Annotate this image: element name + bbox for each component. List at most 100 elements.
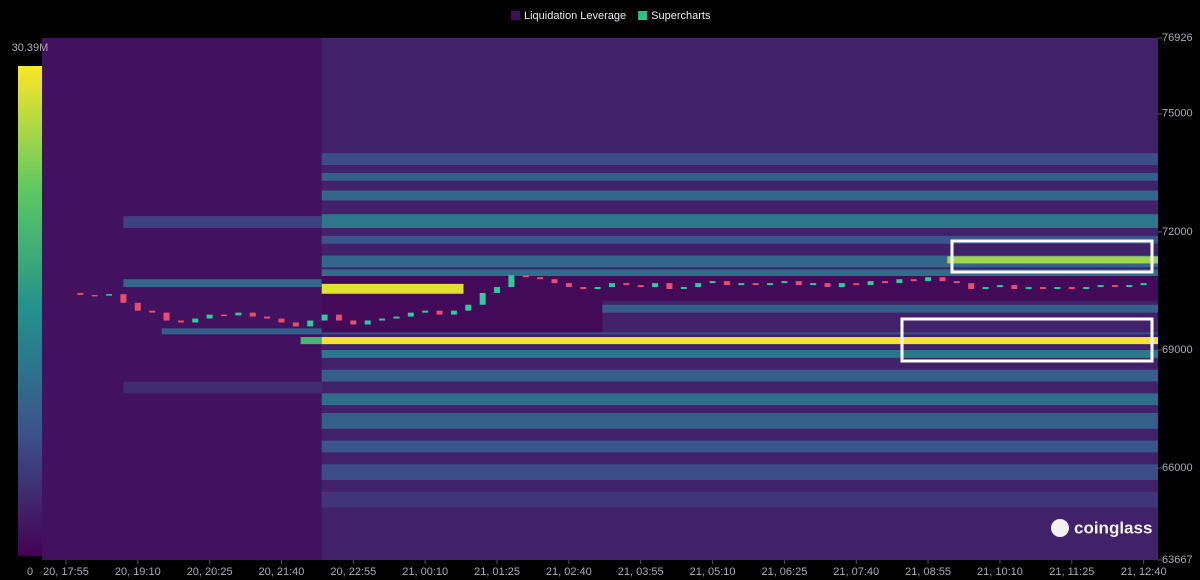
- candle: [134, 302, 141, 311]
- candle: [738, 283, 745, 286]
- candle: [853, 283, 860, 286]
- x-tick-label: 21, 06:25: [761, 566, 807, 578]
- candle: [264, 316, 271, 319]
- candle: [206, 314, 213, 319]
- x-tick-label: 20, 21:40: [259, 566, 305, 578]
- candle: [1025, 287, 1032, 290]
- candle: [91, 294, 98, 297]
- candle: [235, 312, 242, 316]
- candle: [910, 279, 917, 282]
- heat-cell: [321, 214, 1158, 228]
- candle: [292, 322, 299, 327]
- heat-cell: [321, 332, 1158, 335]
- candle: [608, 283, 615, 288]
- colorbar: [18, 66, 42, 556]
- candle: [77, 292, 84, 295]
- highlight-box: [900, 317, 1154, 363]
- heat-cell: [123, 216, 322, 228]
- candle: [637, 285, 644, 288]
- candle: [996, 285, 1003, 288]
- candle: [221, 314, 228, 317]
- heat-cell: [321, 350, 1158, 358]
- legend-label: Supercharts: [651, 10, 711, 22]
- candle: [824, 283, 831, 288]
- x-tick-label: 20, 17:55: [43, 566, 89, 578]
- candle: [120, 294, 127, 303]
- candle: [1054, 287, 1061, 290]
- legend-label: Liquidation Leverage: [524, 10, 626, 22]
- y-tick-label: 69000: [1162, 344, 1193, 356]
- candle: [781, 281, 788, 284]
- candle: [1040, 287, 1047, 290]
- heat-cell: [123, 381, 322, 394]
- candle: [379, 318, 386, 321]
- y-tick-label: 72000: [1162, 226, 1193, 238]
- candle: [953, 281, 960, 284]
- heat-cell: [321, 413, 1158, 429]
- candle: [522, 275, 529, 278]
- heat-cell: [321, 440, 1158, 453]
- candle: [407, 312, 414, 317]
- heat-cell: [321, 283, 464, 294]
- y-tick-label: 66000: [1162, 462, 1193, 474]
- candle: [1083, 287, 1090, 290]
- candle: [652, 283, 659, 288]
- x-tick-label: 21, 12:40: [1121, 566, 1167, 578]
- heat-cell: [321, 269, 1158, 277]
- x-tick-label: 21, 08:55: [905, 566, 951, 578]
- x-tick-label: 21, 05:10: [690, 566, 736, 578]
- plot-area: [42, 38, 1158, 560]
- x-tick-label: 20, 19:10: [115, 566, 161, 578]
- candle: [307, 320, 314, 327]
- heat-cell: [602, 304, 1158, 313]
- candle: [494, 287, 501, 293]
- candle: [795, 281, 802, 286]
- candle: [896, 279, 903, 284]
- heat-cell: [321, 464, 1158, 480]
- x-tick-label: 21, 03:55: [618, 566, 664, 578]
- colorbar-label: 0: [27, 566, 33, 578]
- legend-swatch: [638, 11, 648, 20]
- candle: [680, 287, 687, 290]
- candle: [278, 318, 285, 323]
- heat-cell: [123, 279, 322, 288]
- candle: [1011, 285, 1018, 290]
- heat-cell: [321, 393, 1158, 406]
- candle: [393, 316, 400, 319]
- heat-cell: [321, 369, 1158, 382]
- heat-cell: [321, 337, 1158, 345]
- candle: [881, 281, 888, 284]
- candle: [335, 314, 342, 321]
- candle: [551, 279, 558, 284]
- candle: [666, 283, 673, 290]
- x-tick-label: 21, 11:25: [1049, 566, 1094, 578]
- heat-cell: [321, 235, 1158, 244]
- candle: [939, 277, 946, 282]
- candle: [709, 281, 716, 284]
- candle: [106, 294, 113, 296]
- candle: [580, 287, 587, 290]
- heat-cell: [321, 153, 1158, 166]
- colorbar-label: 30.39M: [12, 42, 49, 54]
- highlight-box: [950, 239, 1154, 274]
- logo-icon: [1051, 519, 1069, 537]
- x-tick-label: 21, 10:10: [977, 566, 1023, 578]
- y-tick-label: 75000: [1162, 108, 1193, 120]
- candle: [436, 310, 443, 315]
- candle: [149, 310, 156, 313]
- heat-cell: [321, 255, 1158, 268]
- candle: [422, 310, 429, 313]
- candle: [925, 277, 932, 282]
- heat-cell: [321, 491, 1158, 508]
- y-tick-label: 63667: [1162, 554, 1193, 566]
- y-tick-label: 76926: [1162, 32, 1193, 44]
- x-tick-label: 20, 20:25: [187, 566, 233, 578]
- candle: [968, 283, 975, 290]
- candle: [163, 312, 170, 321]
- heat-cell: [947, 256, 1158, 264]
- x-tick-label: 20, 22:55: [330, 566, 376, 578]
- watermark: coinglass: [1074, 518, 1152, 537]
- candle: [1126, 285, 1133, 288]
